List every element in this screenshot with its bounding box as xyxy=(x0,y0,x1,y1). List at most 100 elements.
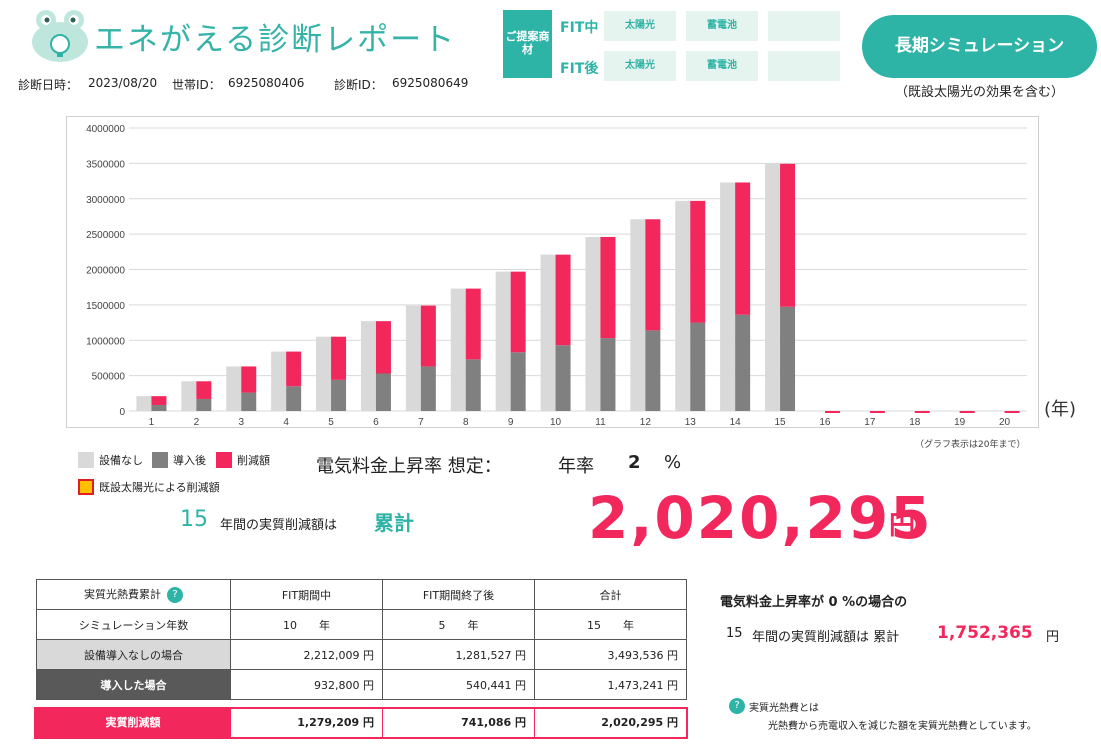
summary-amount: 2,020,295 xyxy=(588,484,933,552)
summary-yen: 円 xyxy=(889,511,916,541)
x-tick-label: 14 xyxy=(730,417,742,427)
bar-after-install xyxy=(375,373,391,411)
summary-years: 15 xyxy=(180,507,208,532)
legend-swatch-reduction xyxy=(216,452,232,468)
legend-no-equipment: 設備なし xyxy=(78,452,143,468)
table-header-row: 実質光熱費累計? FIT期間中 FIT期間終了後 合計 xyxy=(36,579,687,610)
y-tick-label: 3000000 xyxy=(86,195,125,206)
x-tick-label: 13 xyxy=(685,417,697,427)
table-cell: 15 年 xyxy=(534,609,687,640)
x-tick-label: 17 xyxy=(864,417,876,427)
x-tick-label: 10 xyxy=(550,417,562,427)
bar-no-equipment xyxy=(765,163,781,411)
bar-reduction xyxy=(914,411,930,413)
bar-reduction xyxy=(780,163,796,307)
bar-after-install xyxy=(780,306,796,411)
table-cell: 1,281,527 円 xyxy=(382,639,535,670)
fit-during-label: FIT中 xyxy=(560,20,599,36)
bar-reduction xyxy=(465,288,481,360)
legend-label: 設備なし xyxy=(99,454,143,467)
bar-reduction xyxy=(331,336,347,380)
household-id: 6925080406 xyxy=(228,76,305,90)
bar-reduction xyxy=(1004,411,1020,413)
long-simulation-button[interactable]: 長期シミュレーション xyxy=(862,15,1097,78)
summary-cumulative-label: 累計 xyxy=(374,511,414,535)
x-tick-label: 5 xyxy=(328,417,334,427)
bar-no-equipment xyxy=(630,219,646,411)
x-tick-label: 8 xyxy=(463,417,469,427)
table-header-cell: FIT期間中 xyxy=(230,579,383,610)
diag-date-label: 診断日時： xyxy=(18,78,79,92)
bar-no-equipment xyxy=(720,182,736,411)
y-tick-label: 1500000 xyxy=(86,301,125,312)
table-row-after-install: 導入した場合 932,800 円 540,441 円 1,473,241 円 xyxy=(36,669,687,700)
diag-date: 2023/08/20 xyxy=(88,76,158,90)
bar-after-install xyxy=(645,330,661,411)
bar-after-install xyxy=(735,314,751,411)
bar-reduction xyxy=(510,271,526,353)
table-header-cell: 実質光熱費累計? xyxy=(36,579,231,610)
table-cell: 1,473,241 円 xyxy=(534,669,687,700)
bar-no-equipment xyxy=(136,396,152,411)
bar-reduction xyxy=(151,396,167,405)
bar-reduction xyxy=(959,411,975,413)
bar-after-install xyxy=(690,322,706,411)
bar-reduction xyxy=(241,366,257,393)
bar-no-equipment xyxy=(450,288,466,411)
row-label: シミュレーション年数 xyxy=(36,609,231,640)
zero-rate-title: 電気料金上昇率が 0 %の場合の xyxy=(720,595,908,610)
fit-after-label: FIT後 xyxy=(560,61,599,77)
row-label: 設備導入なしの場合 xyxy=(36,639,231,670)
bar-no-equipment xyxy=(181,381,197,411)
rate-value: 2 xyxy=(628,452,641,473)
help-icon[interactable]: ? xyxy=(167,587,183,603)
bar-reduction xyxy=(286,351,302,387)
reduction-after: 741,086 円 xyxy=(382,709,534,737)
x-axis-unit: (年) xyxy=(1044,399,1077,420)
table-row-no-equipment: 設備導入なしの場合 2,212,009 円 1,281,527 円 3,493,… xyxy=(36,639,687,670)
bar-reduction xyxy=(600,236,616,339)
reduction-label: 実質削減額 xyxy=(36,709,230,737)
bar-after-install xyxy=(555,345,571,411)
legend-swatch-no-equipment xyxy=(78,452,94,468)
frog-logo-icon xyxy=(32,10,88,62)
proposal-tag: ご提案商材 xyxy=(503,10,552,78)
bar-after-install xyxy=(510,352,526,411)
legend-reduction: 削減額 xyxy=(216,452,270,468)
table-cell: 3,493,536 円 xyxy=(534,639,687,670)
x-tick-label: 7 xyxy=(418,417,424,427)
reduction-fit: 1,279,209 円 xyxy=(230,709,382,737)
x-tick-label: 12 xyxy=(640,417,652,427)
x-tick-label: 20 xyxy=(999,417,1011,427)
definition-text: 光熱費から売電収入を減じた額を実質光熱費としています。 xyxy=(768,721,1037,732)
bar-no-equipment xyxy=(316,336,332,411)
fit-after-solar: 太陽光 xyxy=(604,51,676,81)
table-header-cell: FIT期間終了後 xyxy=(382,579,535,610)
table-cell: 540,441 円 xyxy=(382,669,535,700)
fit-after-empty xyxy=(768,51,840,81)
chart-svg: 0 500000 1000000 1500000 2000000 2500000 30000… xyxy=(86,124,1027,427)
y-tick-label: 3500000 xyxy=(86,159,125,170)
reduction-total: 2,020,295 円 xyxy=(534,709,686,737)
y-tick-label: 2500000 xyxy=(86,230,125,241)
y-tick-label: 2000000 xyxy=(86,266,125,277)
legend-label: 既設太陽光による削減額 xyxy=(99,481,220,494)
y-tick-label: 4000000 xyxy=(86,124,125,135)
rate-unit: % xyxy=(664,452,682,473)
x-tick-label: 18 xyxy=(909,417,921,427)
zero-rate-amount: 1,752,365 xyxy=(937,623,1033,643)
bar-reduction xyxy=(555,254,571,346)
diag-id-label: 診断ID： xyxy=(334,78,383,92)
x-tick-label: 3 xyxy=(238,417,244,427)
legend-after-install: 導入後 xyxy=(152,452,206,468)
x-tick-label: 9 xyxy=(508,417,514,427)
fit-during-solar: 太陽光 xyxy=(604,11,676,41)
bar-no-equipment xyxy=(540,254,556,411)
table-cell: 2,212,009 円 xyxy=(230,639,383,670)
x-tick-label: 6 xyxy=(373,417,379,427)
bar-no-equipment xyxy=(226,366,242,411)
help-icon[interactable]: ? xyxy=(729,698,745,714)
bar-reduction xyxy=(196,381,212,399)
y-tick-label: 1000000 xyxy=(86,336,125,347)
bar-reduction xyxy=(375,321,391,374)
